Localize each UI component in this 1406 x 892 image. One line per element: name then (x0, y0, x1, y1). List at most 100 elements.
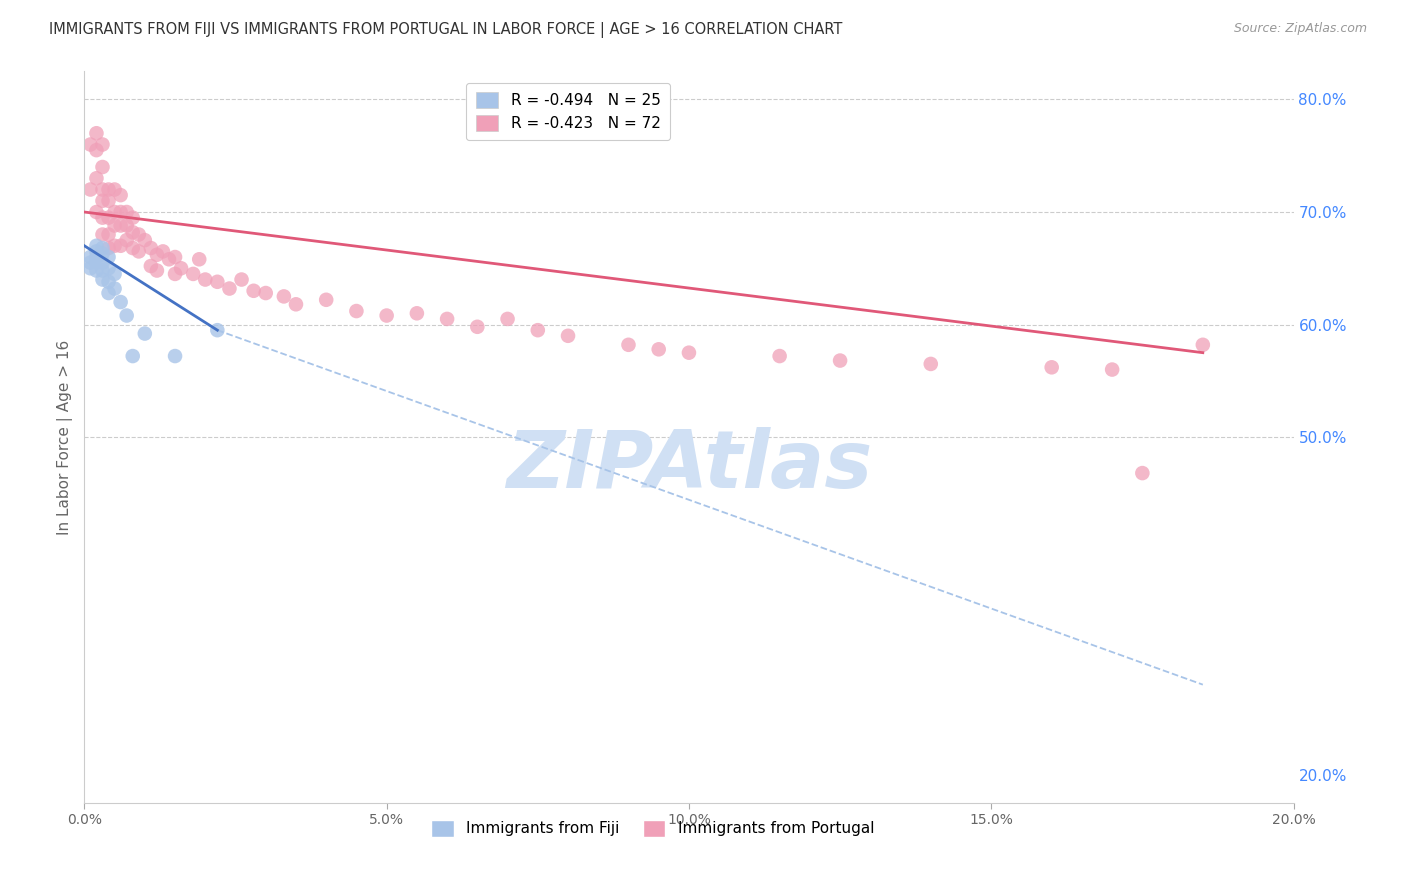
Point (207, 323, 229, 337)
Point (254, 286, 277, 301)
Point (467, 319, 489, 334)
Point (170, 261, 193, 276)
Point (496, 312, 519, 326)
Point (104, 239, 127, 253)
Point (115, 309, 138, 323)
Point (157, 252, 180, 267)
Point (617, 338, 640, 352)
Point (1101, 362, 1123, 376)
Point (97, 250, 120, 264)
Point (104, 205, 127, 219)
Point (188, 252, 211, 267)
Point (86, 126, 108, 140)
Point (91, 227, 114, 242)
Legend: Immigrants from Fiji, Immigrants from Portugal: Immigrants from Fiji, Immigrants from Po… (425, 814, 880, 843)
Point (1192, 338, 1215, 352)
Point (97, 261, 120, 276)
Point (97, 182, 120, 196)
Point (134, 326, 156, 341)
Point (97, 227, 120, 242)
Point (86, 171, 108, 186)
Point (121, 241, 143, 255)
Point (194, 272, 217, 286)
Point (91, 246, 114, 260)
Point (104, 182, 127, 196)
Point (134, 233, 156, 247)
Point (139, 241, 162, 255)
Point (1040, 360, 1063, 375)
Point (79, 250, 101, 264)
Text: IMMIGRANTS FROM FIJI VS IMMIGRANTS FROM PORTUGAL IN LABOR FORCE | AGE > 16 CORRE: IMMIGRANTS FROM FIJI VS IMMIGRANTS FROM … (49, 22, 842, 38)
Text: Source: ZipAtlas.com: Source: ZipAtlas.com (1233, 22, 1367, 36)
Point (165, 250, 187, 264)
Point (79, 182, 101, 196)
Point (115, 219, 138, 233)
Point (181, 267, 204, 281)
Point (152, 244, 174, 259)
Point (104, 219, 127, 233)
Point (146, 248, 169, 262)
Point (920, 357, 942, 371)
Point (86, 205, 108, 219)
Point (165, 267, 187, 281)
Point (91, 263, 114, 277)
Point (218, 281, 240, 295)
Point (86, 255, 108, 269)
Point (110, 219, 132, 233)
Point (115, 205, 138, 219)
Point (115, 233, 138, 247)
Point (79, 255, 101, 269)
Point (285, 297, 308, 311)
Point (91, 255, 114, 269)
Point (91, 137, 114, 152)
Point (97, 211, 120, 225)
Point (104, 281, 127, 295)
Text: ZIPAtlas: ZIPAtlas (506, 427, 872, 506)
Point (110, 239, 132, 253)
Point (91, 211, 114, 225)
Point (86, 239, 108, 253)
Point (91, 241, 114, 255)
Point (231, 272, 253, 286)
Point (97, 241, 120, 255)
Point (165, 349, 187, 363)
Point (97, 286, 120, 301)
Point (830, 353, 852, 368)
Point (128, 244, 150, 259)
Y-axis label: In Labor Force | Age > 16: In Labor Force | Age > 16 (58, 340, 73, 534)
Point (91, 182, 114, 196)
Point (406, 306, 429, 320)
Point (97, 275, 120, 289)
Point (273, 289, 295, 303)
Point (110, 188, 132, 202)
Point (242, 284, 264, 298)
Point (86, 263, 108, 277)
Point (146, 263, 169, 277)
Point (375, 309, 398, 323)
Point (769, 349, 792, 363)
Point (1130, 466, 1153, 480)
Point (91, 272, 114, 286)
Point (110, 205, 132, 219)
Point (139, 259, 162, 273)
Point (121, 349, 143, 363)
Point (648, 343, 671, 357)
Point (128, 227, 150, 242)
Point (79, 137, 101, 152)
Point (678, 345, 700, 359)
Point (121, 211, 143, 225)
Point (104, 267, 127, 281)
Point (557, 328, 579, 343)
Point (207, 275, 229, 289)
Point (110, 295, 132, 310)
Point (91, 194, 114, 208)
Point (86, 143, 108, 157)
Point (346, 304, 368, 318)
Point (527, 323, 550, 337)
Point (315, 293, 337, 307)
Point (86, 250, 108, 264)
Point (436, 312, 458, 326)
Point (79, 261, 101, 276)
Point (97, 194, 120, 208)
Point (86, 244, 108, 259)
